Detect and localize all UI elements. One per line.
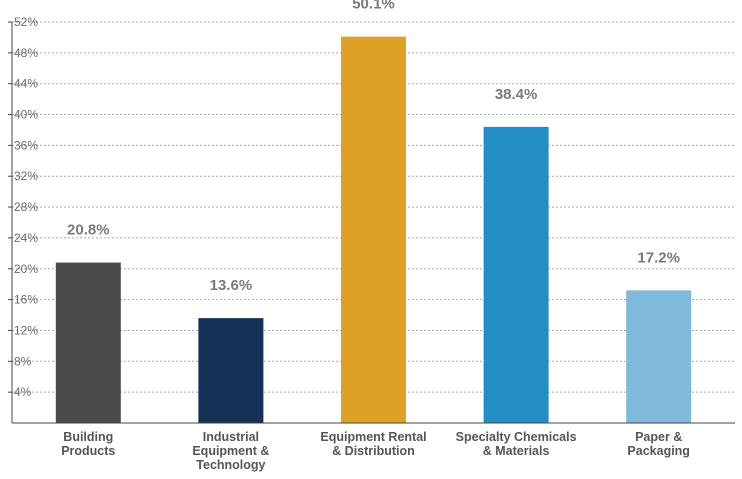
bar — [341, 36, 406, 424]
x-tick-label: & Distribution — [332, 444, 415, 458]
data-label: 20.8% — [67, 222, 110, 239]
y-tick-label: 44% — [14, 77, 38, 91]
data-label: 50.1% — [352, 0, 395, 13]
x-tick-label: Products — [61, 444, 115, 458]
y-tick-label: 32% — [14, 169, 38, 183]
x-tick-label: Technology — [196, 458, 265, 472]
y-tick-label: 40% — [14, 108, 38, 122]
y-tick-label: 52% — [14, 15, 38, 29]
y-tick-label: 36% — [14, 138, 38, 152]
x-tick-label: Building — [63, 430, 113, 444]
bar — [55, 262, 121, 423]
data-label: 17.2% — [637, 249, 680, 266]
y-tick-label: 48% — [14, 46, 38, 60]
labels: 4% 8% 12% 16% 20% 24% 28% 32% 36% 40% 44% 48% 52% 20.… — [14, 0, 690, 472]
axes — [8, 21, 735, 424]
y-tick-label: 8% — [14, 354, 32, 368]
y-tick-label: 16% — [14, 293, 38, 307]
x-tick-label: Equipment Rental — [320, 430, 426, 444]
x-tick-label: Industrial — [203, 430, 259, 444]
x-tick-label: & Materials — [483, 444, 550, 458]
y-tick-label: 24% — [14, 231, 38, 245]
y-tick-label: 4% — [14, 385, 32, 399]
y-tick-label: 20% — [14, 262, 38, 276]
bar — [198, 318, 264, 423]
x-tick-label: Paper & — [635, 430, 682, 444]
x-tick-label: Packaging — [627, 444, 690, 458]
y-tick-label: 28% — [14, 200, 38, 214]
bar — [483, 126, 549, 423]
x-tick-label: Equipment & — [192, 444, 269, 458]
x-tick-label: Specialty Chemicals — [456, 430, 577, 444]
y-tick-label: 12% — [14, 323, 38, 337]
data-label: 13.6% — [210, 277, 253, 294]
data-label: 38.4% — [495, 86, 538, 103]
bars — [55, 36, 692, 424]
bar — [626, 290, 692, 423]
